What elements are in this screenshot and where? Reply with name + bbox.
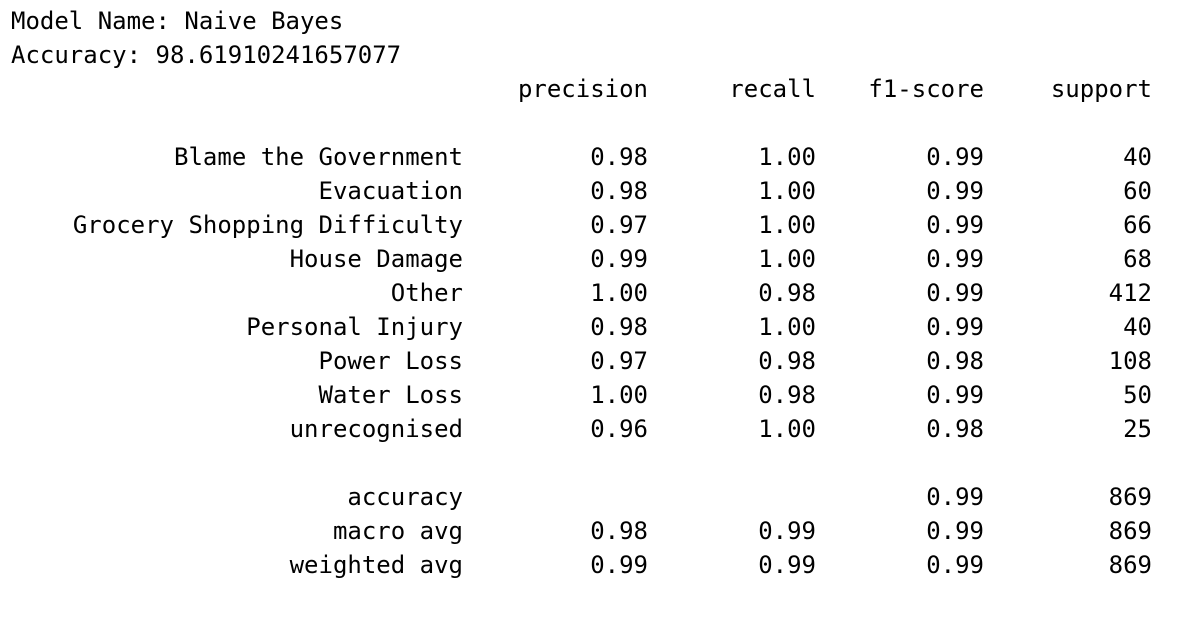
row-f1-score: 0.99 [926,279,984,307]
row-support: 869 [1108,517,1152,545]
row-label: Power Loss [318,347,464,375]
row-support: 50 [1123,381,1152,409]
row-precision: 0.98 [590,143,648,171]
row-f1-score: 0.98 [926,347,984,375]
row-label: macro avg [332,517,463,545]
row-support: 108 [1108,347,1152,375]
row-f1-score: 0.99 [926,381,984,409]
row-f1-score: 0.99 [926,211,984,239]
row-label: unrecognised [289,415,463,443]
row-precision: 0.99 [590,551,648,579]
row-precision: 1.00 [590,381,648,409]
row-recall: 0.98 [758,279,816,307]
row-recall: 1.00 [758,211,816,239]
row-f1-score: 0.99 [926,313,984,341]
row-f1-score: 0.99 [926,517,984,545]
row-support: 869 [1108,483,1152,511]
row-precision: 0.98 [590,517,648,545]
row-f1-score: 0.99 [926,143,984,171]
row-label: House Damage [289,245,463,273]
row-support: 60 [1123,177,1152,205]
header-recall: recall [729,75,816,103]
row-support: 68 [1123,245,1152,273]
row-f1-score: 0.99 [926,483,984,511]
row-support: 869 [1108,551,1152,579]
row-f1-score: 0.99 [926,551,984,579]
row-recall: 1.00 [758,313,816,341]
row-label: Water Loss [318,381,464,409]
row-recall: 1.00 [758,143,816,171]
row-support: 40 [1123,143,1152,171]
header-precision: precision [517,75,648,103]
row-f1-score: 0.99 [926,177,984,205]
row-precision: 0.98 [590,313,648,341]
row-precision: 1.00 [590,279,648,307]
row-recall: 0.99 [758,551,816,579]
row-label: Personal Injury [246,313,463,341]
row-label: weighted avg [289,551,463,579]
row-label: Grocery Shopping Difficulty [72,211,463,239]
row-recall: 1.00 [758,177,816,205]
row-recall: 0.98 [758,347,816,375]
row-support: 25 [1123,415,1152,443]
header-f1-score: f1-score [868,75,984,103]
row-precision: 0.97 [590,347,648,375]
row-precision: 0.98 [590,177,648,205]
row-label: Other [390,279,463,307]
row-recall: 1.00 [758,245,816,273]
row-f1-score: 0.98 [926,415,984,443]
row-recall: 1.00 [758,415,816,443]
model-name-line: Model Name: Naive Bayes [11,7,344,35]
row-label: Evacuation [318,177,464,205]
row-precision: 0.97 [590,211,648,239]
row-precision: 0.99 [590,245,648,273]
row-support: 40 [1123,313,1152,341]
row-support: 412 [1108,279,1152,307]
row-recall: 0.98 [758,381,816,409]
header-support: support [1050,75,1152,103]
row-precision: 0.96 [590,415,648,443]
accuracy-line: Accuracy: 98.61910241657077 [11,41,402,69]
row-recall: 0.99 [758,517,816,545]
row-label: Blame the Government [174,143,463,171]
row-support: 66 [1123,211,1152,239]
row-f1-score: 0.99 [926,245,984,273]
row-label: accuracy [347,483,463,511]
